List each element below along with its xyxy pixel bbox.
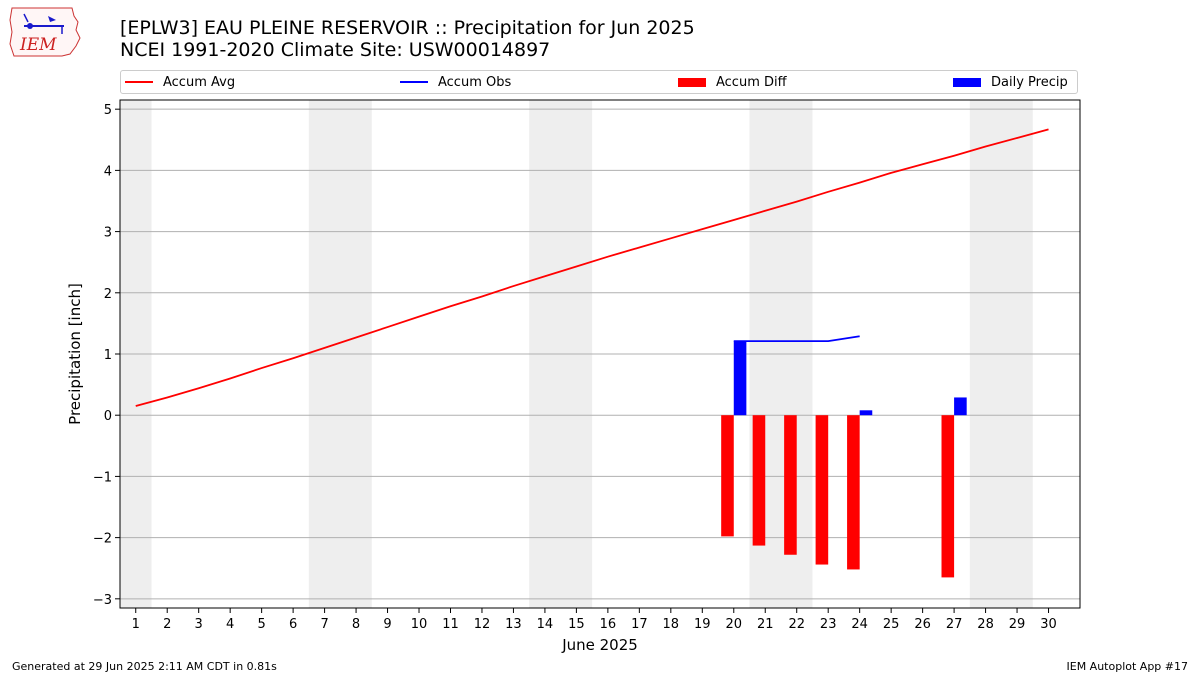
x-tick-label: 1: [132, 617, 140, 632]
x-tick-label: 18: [663, 617, 680, 632]
daily-precip-bar: [859, 410, 873, 416]
x-tick-label: 25: [883, 617, 900, 632]
legend-label: Accum Diff: [716, 74, 787, 90]
legend: Accum Avg Accum Obs Accum Diff Daily Pre…: [120, 70, 1078, 94]
title-line-2: NCEI 1991-2020 Climate Site: USW00014897: [120, 39, 551, 61]
y-tick-label: 4: [104, 164, 112, 179]
accum-diff-bar: [815, 415, 829, 565]
daily-precip-bar: [733, 341, 747, 416]
x-tick-label: 14: [537, 617, 554, 632]
y-tick-label: −2: [93, 532, 112, 547]
y-gridlines: [120, 108, 1080, 600]
chart-title: [EPLW3] EAU PLEINE RESERVOIR :: Precipit…: [120, 17, 695, 61]
legend-item-accum-diff: Accum Diff: [678, 71, 787, 93]
x-axis-label: June 2025: [561, 636, 638, 654]
y-tick-label: 5: [104, 103, 112, 118]
x-tick-label: 28: [977, 617, 994, 632]
accum-diff-bar: [847, 415, 860, 570]
accum-diff-bar: [941, 415, 955, 578]
x-tick-label: 24: [851, 617, 868, 632]
legend-swatch: [953, 77, 981, 87]
legend-item-accum-obs: Accum Obs: [400, 71, 511, 93]
y-tick-label: −1: [93, 470, 112, 485]
series-lines: [135, 128, 1049, 407]
x-tick-label: 29: [1009, 617, 1026, 632]
app-credit: IEM Autoplot App #17: [1066, 660, 1189, 673]
accum-diff-bar: [721, 415, 734, 537]
x-tick-label: 15: [568, 617, 585, 632]
daily-precip-bar: [954, 397, 967, 416]
x-tick-label: 30: [1040, 617, 1057, 632]
x-tick-label: 8: [352, 617, 360, 632]
x-axis-ticks: 1 2 3 4 5 6 7 8 9 10 11 12 13 14 15 16 17 18 19 20 21 22 23 24 2…: [132, 608, 1057, 632]
title-line-1: [EPLW3] EAU PLEINE RESERVOIR :: Precipit…: [120, 17, 695, 39]
iem-logo: IEM: [9, 7, 81, 57]
x-tick-label: 12: [474, 617, 491, 632]
accum-diff-bar: [752, 415, 766, 546]
legend-item-daily-precip: Daily Precip: [953, 71, 1068, 93]
generated-timestamp: Generated at 29 Jun 2025 2:11 AM CDT in …: [12, 660, 277, 673]
x-tick-label: 17: [631, 617, 648, 632]
x-tick-label: 21: [757, 617, 774, 632]
logo-text: IEM: [19, 35, 57, 55]
x-tick-label: 11: [442, 617, 459, 632]
x-tick-label: 23: [820, 617, 837, 632]
y-axis-ticks: −3 −2 −1 0 1 2 3 4 5: [93, 103, 120, 608]
x-tick-label: 5: [257, 617, 265, 632]
x-tick-label: 4: [226, 617, 234, 632]
legend-label: Accum Avg: [163, 74, 236, 90]
y-tick-label: −3: [93, 593, 112, 608]
x-tick-label: 3: [195, 617, 203, 632]
x-tick-label: 6: [289, 617, 297, 632]
accum-avg-line: [135, 128, 1049, 407]
x-tick-label: 7: [320, 617, 328, 632]
legend-swatch: [125, 81, 153, 83]
x-tick-label: 19: [694, 617, 711, 632]
x-tick-label: 9: [383, 617, 391, 632]
x-tick-label: 27: [946, 617, 963, 632]
x-tick-label: 22: [788, 617, 805, 632]
x-tick-label: 26: [914, 617, 931, 632]
y-tick-label: 2: [104, 287, 112, 302]
legend-swatch: [400, 81, 428, 83]
y-tick-label: 1: [104, 348, 112, 363]
legend-swatch: [678, 77, 706, 87]
legend-label: Accum Obs: [438, 74, 512, 90]
y-axis-label: Precipitation [inch]: [66, 283, 84, 425]
y-tick-label: 3: [104, 226, 112, 241]
x-tick-label: 10: [411, 617, 428, 632]
accum-diff-bar: [784, 415, 797, 555]
legend-item-accum-avg: Accum Avg: [125, 71, 235, 93]
y-tick-label: 0: [104, 409, 112, 424]
x-tick-label: 16: [600, 617, 617, 632]
x-tick-label: 20: [725, 617, 742, 632]
legend-label: Daily Precip: [991, 74, 1068, 90]
accum-obs-line: [733, 335, 860, 343]
x-tick-label: 13: [505, 617, 522, 632]
bars: [721, 341, 967, 578]
x-tick-label: 2: [163, 617, 171, 632]
